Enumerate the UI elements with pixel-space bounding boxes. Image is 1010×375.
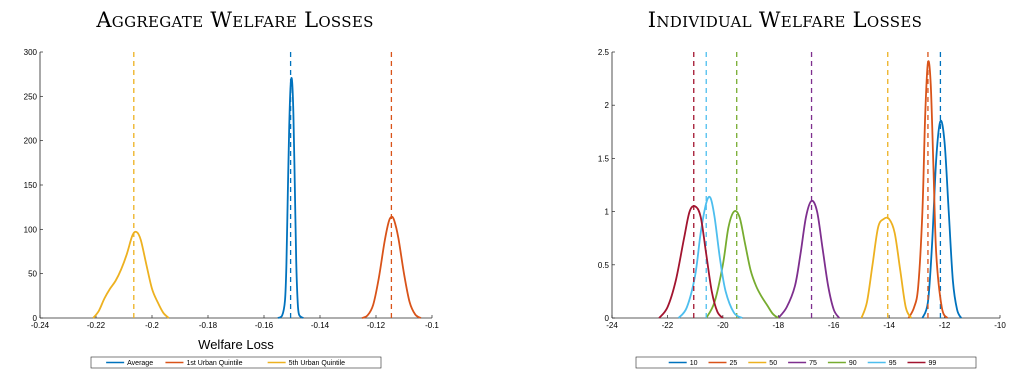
individual-chart: -24 -22 -20 -18 -16 -14 -12 -10 0 0.5 1 1.5 2 2.5 10 25… [598, 48, 1006, 369]
x-tick-label: -14 [883, 321, 895, 330]
x-tick-label: -0.16 [255, 321, 274, 330]
x-tick-label: -0.18 [199, 321, 218, 330]
density-curve-average [277, 77, 304, 319]
y-tick-label: 200 [24, 137, 38, 146]
y-tick-label: 0 [605, 314, 610, 323]
x-axis-label: Welfare Loss [198, 337, 274, 352]
density-curve-90 [705, 210, 779, 319]
y-tick-label: 1.5 [598, 154, 610, 163]
density-curve-50 [860, 216, 913, 319]
y-tick-label: 0.5 [598, 261, 610, 270]
panel-aggregate: Aggregate Welfare Losses -0.24 -0.22 -0.2-… [0, 0, 470, 375]
x-tick-label: -0.24 [31, 321, 50, 330]
y-tick-label: 250 [24, 92, 38, 101]
x-tick-label: -16 [828, 321, 840, 330]
x-tick-label: -0.22 [87, 321, 106, 330]
x-tick-label: -22 [662, 321, 674, 330]
x-tick-label: -18 [773, 321, 785, 330]
legend-label: 99 [929, 360, 937, 367]
x-tick-label: -0.1 [425, 321, 439, 330]
density-curve-75 [777, 199, 841, 319]
legend-label: Average [127, 360, 153, 367]
x-tick-label: -12 [939, 321, 951, 330]
legend-label: 1st Urban Quintile [186, 360, 242, 367]
density-curve-95 [677, 195, 743, 319]
x-tick-label: -0.12 [367, 321, 386, 330]
aggregate-chart: -0.24 -0.22 -0.2 -0.18 -0.16 -0.14 -0.12 -0.1 0 5… [24, 48, 439, 369]
y-tick-label: 300 [24, 48, 38, 57]
legend-label: 10 [690, 360, 698, 367]
x-tick-label: -0.2 [145, 321, 159, 330]
x-tick-label: -10 [994, 321, 1006, 330]
y-tick-label: 2 [605, 101, 610, 110]
legend-label: 95 [889, 360, 897, 367]
legend-label: 50 [769, 360, 777, 367]
density-curve-5th-urban-quintile [92, 230, 170, 319]
y-tick-label: 150 [24, 181, 38, 190]
density-curve-25 [907, 60, 949, 319]
legend-box [90, 356, 382, 369]
x-tick-label: -24 [606, 321, 618, 330]
y-tick-label: 100 [24, 225, 38, 234]
legend-label: 25 [730, 360, 738, 367]
y-tick-label: 50 [28, 270, 37, 279]
y-tick-label: 2.5 [598, 48, 610, 57]
x-tick-label: -0.14 [311, 321, 330, 330]
chart-title: Individual Welfare Losses [647, 8, 923, 32]
density-curve-99 [658, 205, 724, 319]
y-tick-label: 1 [605, 208, 610, 217]
panel-individual: Individual Welfare Losses -24 -22 -20 -18 -1… [560, 0, 1010, 375]
legend-label: 90 [849, 360, 857, 367]
chart-title: Aggregate Welfare Losses [96, 8, 374, 32]
legend-label: 75 [809, 360, 817, 367]
x-tick-label: -20 [717, 321, 729, 330]
density-curve-1st-urban-quintile [361, 215, 422, 319]
density-curve-10 [921, 119, 963, 319]
y-tick-label: 0 [33, 314, 38, 323]
legend-label: 5th Urban Quintile [289, 360, 346, 367]
